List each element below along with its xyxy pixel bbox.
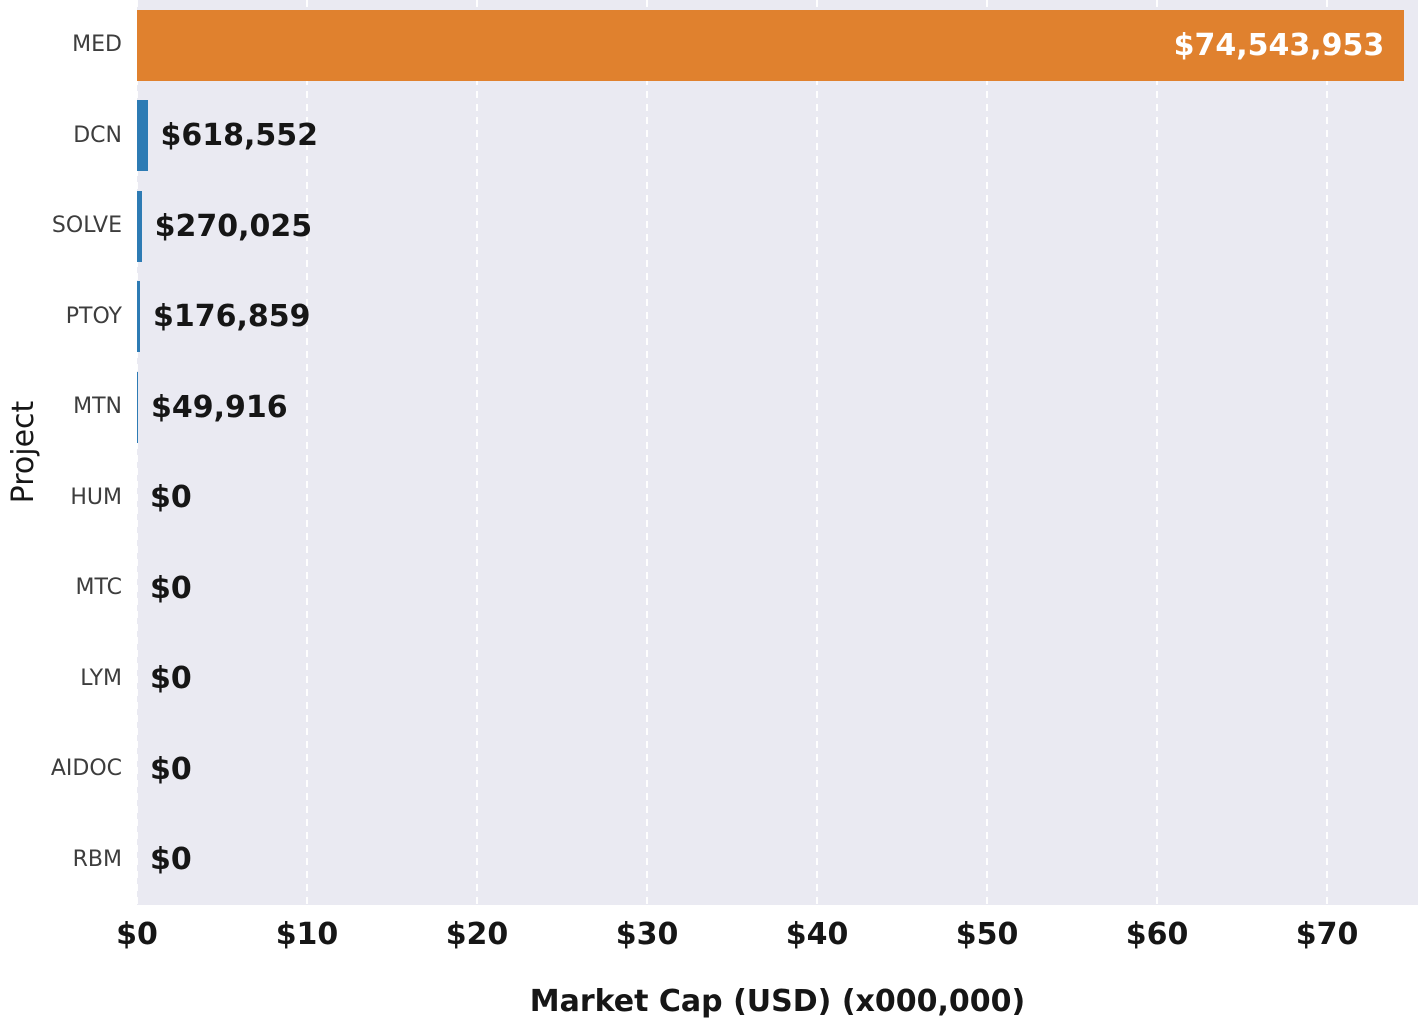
y-axis-title: Project xyxy=(6,400,41,504)
bar-dcn xyxy=(137,100,148,172)
gridline-50 xyxy=(986,0,989,905)
plot-area: $74,543,953 $618,552 $270,025 $176,859 $49,9… xyxy=(137,0,1418,905)
value-label-hum: $0 xyxy=(150,480,192,516)
xtick-0: $0 xyxy=(116,917,158,952)
gridline-30 xyxy=(646,0,649,905)
ytick-mtn: MTN xyxy=(73,394,122,420)
gridline-70 xyxy=(1326,0,1329,905)
ytick-dcn: DCN xyxy=(73,122,122,148)
bar-med xyxy=(137,9,1405,81)
value-label-ptoy: $176,859 xyxy=(153,299,311,335)
ytick-rbm: RBM xyxy=(72,846,122,872)
bar-solve xyxy=(137,190,142,262)
value-label-dcn: $618,552 xyxy=(160,118,319,154)
xtick-20: $20 xyxy=(445,917,509,952)
ytick-solve: SOLVE xyxy=(51,213,122,239)
bar-ptoy xyxy=(137,281,140,353)
xtick-40: $40 xyxy=(785,917,849,952)
xtick-70: $70 xyxy=(1295,917,1359,952)
value-label-lym: $0 xyxy=(150,661,192,697)
value-label-med: $74,543,953 xyxy=(1173,27,1385,63)
gridline-0 xyxy=(137,0,138,905)
xtick-30: $30 xyxy=(615,917,679,952)
value-label-mtn: $49,916 xyxy=(151,389,288,425)
value-label-solve: $270,025 xyxy=(154,208,313,244)
ytick-ptoy: PTOY xyxy=(65,303,122,329)
gridline-60 xyxy=(1156,0,1159,905)
ytick-mtc: MTC xyxy=(75,575,123,601)
value-label-rbm: $0 xyxy=(150,842,192,878)
value-label-aidoc: $0 xyxy=(150,751,192,787)
gridline-10 xyxy=(306,0,308,905)
x-axis-title: Market Cap (USD) (x000,000) xyxy=(529,984,1026,1019)
value-label-mtc: $0 xyxy=(150,570,192,606)
xtick-50: $50 xyxy=(955,917,1019,952)
gridline-40 xyxy=(816,0,819,905)
xtick-10: $10 xyxy=(275,917,339,952)
ytick-lym: LYM xyxy=(80,665,122,691)
ytick-aidoc: AIDOC xyxy=(50,756,122,782)
bar-mtn xyxy=(137,371,138,443)
xtick-60: $60 xyxy=(1125,917,1189,952)
ytick-hum: HUM xyxy=(70,484,122,510)
ytick-med: MED xyxy=(72,32,122,58)
gridline-20 xyxy=(476,0,478,905)
